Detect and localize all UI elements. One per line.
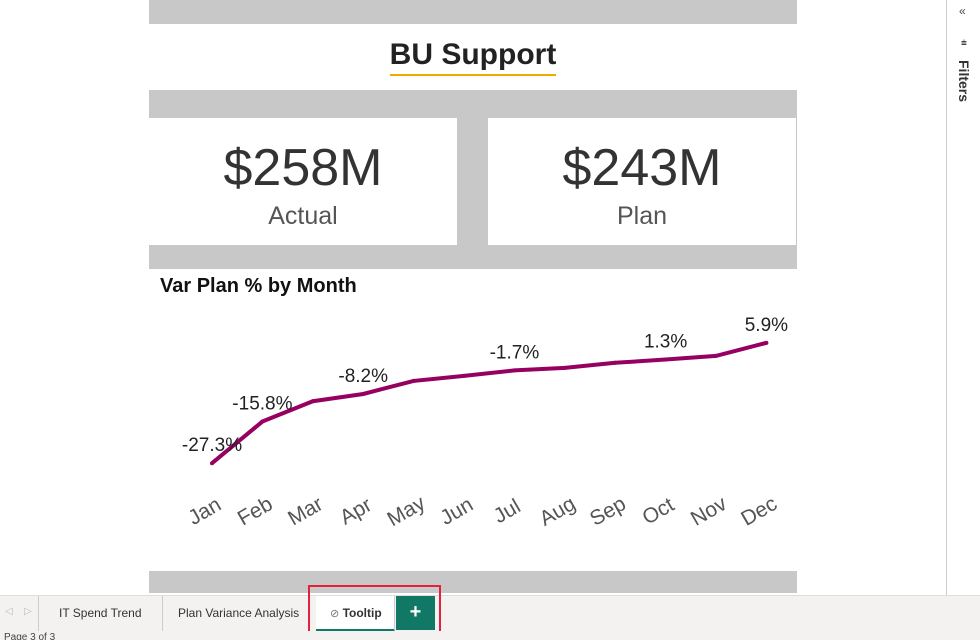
kpi-value: $243M	[562, 139, 722, 197]
title-card: BU Support	[149, 24, 797, 90]
filters-pane[interactable]: « ⩧	[946, 0, 980, 595]
data-point[interactable]	[613, 360, 618, 365]
data-label: -27.3%	[182, 435, 242, 456]
data-label: -15.8%	[232, 394, 292, 415]
hidden-eye-icon: ⊘	[330, 608, 340, 620]
status-bar: Page 3 of 3	[0, 631, 980, 640]
data-point[interactable]	[260, 419, 265, 424]
data-point[interactable]	[210, 461, 214, 466]
tab-it-spend-trend[interactable]: IT Spend Trend	[38, 596, 163, 632]
data-point[interactable]	[764, 340, 769, 345]
data-label: -8.2%	[338, 366, 388, 387]
data-point[interactable]	[714, 353, 718, 358]
data-point[interactable]	[562, 365, 567, 370]
filters-label[interactable]: Filters	[956, 60, 972, 103]
data-point[interactable]	[361, 391, 366, 396]
kpi-plan-card[interactable]: $243M Plan	[488, 118, 796, 245]
x-tick-label: Jun	[436, 493, 477, 530]
data-label: 5.9%	[745, 315, 788, 336]
collapse-icon[interactable]: «	[959, 4, 966, 18]
x-tick-label: Nov	[687, 492, 731, 531]
x-tick-label: May	[383, 491, 429, 531]
page-tabs: ◁ ▷ IT Spend Trend Plan Variance Analysi…	[0, 585, 980, 640]
x-tick-label: Oct	[638, 493, 678, 529]
line-chart-card[interactable]: Var Plan % by Month -27.3% Jan -15.8% Feb Ma…	[149, 269, 797, 571]
line-chart: -27.3% Jan -15.8% Feb Mar -8.2% Apr May Jun -1.7%…	[182, 315, 788, 531]
x-tick-label: Sep	[586, 492, 630, 531]
tab-label: Tooltip	[342, 606, 382, 620]
data-point[interactable]	[512, 368, 517, 373]
tab-tooltip[interactable]: ⊘ Tooltip	[316, 596, 395, 632]
kpi-label: Actual	[268, 202, 338, 230]
data-point[interactable]	[663, 357, 668, 362]
series-line[interactable]	[210, 340, 767, 465]
data-point[interactable]	[310, 399, 315, 404]
filter-icon: ⩧	[961, 38, 967, 49]
kpi-actual-card[interactable]: $258M Actual	[149, 118, 457, 245]
x-tick-label: Mar	[284, 492, 327, 530]
x-tick-label: Dec	[737, 492, 781, 531]
kpi-label: Plan	[616, 202, 668, 230]
add-page-button[interactable]: +	[396, 596, 435, 630]
x-tick-label: Jul	[490, 495, 525, 528]
page-title: BU Support	[389, 38, 557, 76]
x-tick-label: Apr	[336, 493, 376, 529]
data-label: -1.7%	[490, 342, 540, 363]
prev-page-icon[interactable]: ◁	[5, 606, 13, 617]
tab-plan-variance-analysis[interactable]: Plan Variance Analysis	[158, 596, 321, 632]
report-canvas: BU Support $258M Actual $243M Plan Var P…	[149, 0, 797, 593]
data-point[interactable]	[462, 373, 466, 378]
kpi-value: $258M	[223, 139, 383, 197]
chart-title: Var Plan % by Month	[160, 275, 357, 297]
data-point[interactable]	[411, 378, 416, 383]
x-tick-label: Feb	[234, 492, 277, 530]
x-tick-label: Aug	[536, 492, 580, 531]
x-tick-label: Jan	[184, 493, 225, 530]
data-label: 1.3%	[644, 332, 687, 353]
next-page-icon[interactable]: ▷	[24, 606, 32, 617]
